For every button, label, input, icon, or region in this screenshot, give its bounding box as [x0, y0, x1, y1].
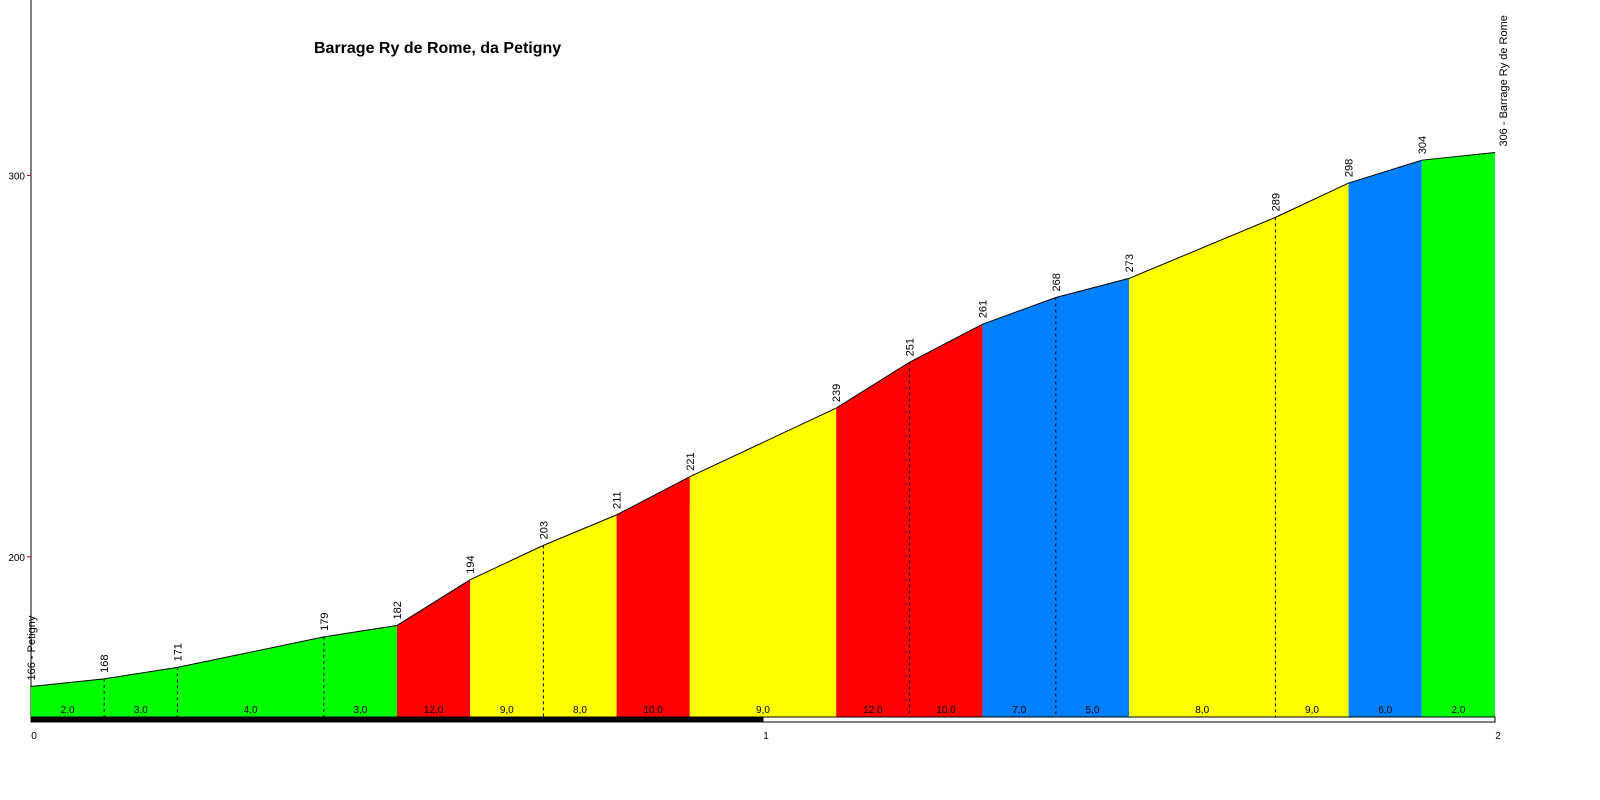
x-tick-label: 0: [31, 731, 37, 742]
gradient-label: 10,0: [643, 705, 663, 716]
gradient-label: 3,0: [134, 705, 148, 716]
elevation-label: 306 - Barrage Ry de Rome: [1498, 15, 1510, 146]
gradient-label: 3,0: [353, 705, 367, 716]
elevation-label: 273: [1124, 254, 1136, 272]
gradient-label: 9,0: [756, 705, 770, 716]
elevation-label: 261: [978, 300, 990, 318]
elevation-label: 221: [685, 452, 697, 470]
elevation-label: 239: [831, 384, 843, 402]
gradient-label: 8,0: [573, 705, 587, 716]
elevation-label: 298: [1344, 159, 1356, 177]
elevation-label: 251: [904, 338, 916, 356]
gradient-segment: [1129, 217, 1276, 717]
elevation-label: 179: [319, 613, 331, 631]
gradient-label: 9,0: [500, 705, 514, 716]
gradient-label: 10,0: [936, 705, 956, 716]
gradient-label: 6,0: [1378, 705, 1392, 716]
gradient-label: 7,0: [1012, 705, 1026, 716]
y-tick-label: 200: [8, 553, 25, 564]
chart-title: Barrage Ry de Rome, da Petigny: [314, 40, 561, 57]
elevation-label: 304: [1417, 136, 1429, 154]
gradient-label: 12,0: [424, 705, 444, 716]
gradient-label: 2,0: [1451, 705, 1465, 716]
scale-bar-fill: [31, 717, 763, 722]
elevation-label: 203: [538, 521, 550, 539]
gradient-segment: [543, 514, 617, 717]
gradient-segment: [689, 408, 837, 717]
elevation-label: 268: [1051, 273, 1063, 291]
gradient-segment: [470, 545, 544, 717]
gradient-segment: [323, 625, 397, 717]
gradient-segment: [1275, 183, 1349, 717]
gradient-segment: [1348, 160, 1422, 717]
profile-line: [30, 152, 1496, 687]
gradient-segment: [836, 362, 910, 717]
gradient-segment: [397, 579, 471, 717]
gradient-label: 8,0: [1195, 705, 1209, 716]
elevation-label: 182: [392, 601, 404, 619]
gradient-segment: [982, 297, 1056, 717]
elevation-label: 194: [465, 555, 477, 573]
x-tick-label: 1: [763, 731, 769, 742]
gradient-label: 2,0: [61, 705, 75, 716]
gradient-label: 4,0: [244, 705, 258, 716]
gradient-segment: [909, 324, 983, 717]
elevation-label: 171: [172, 643, 184, 661]
elevation-label: 166 - Petigny: [26, 615, 38, 680]
elevation-label: 211: [612, 491, 624, 509]
y-tick-label: 300: [8, 171, 25, 182]
gradient-label: 12,0: [863, 705, 883, 716]
gradient-segment: [1055, 278, 1129, 717]
x-tick-label: 2: [1495, 731, 1501, 742]
elevation-label: 168: [99, 655, 111, 673]
elevation-label: 289: [1270, 193, 1282, 211]
gradient-label: 9,0: [1305, 705, 1319, 716]
gradient-segment: [1421, 152, 1495, 717]
gradient-segment: [104, 667, 178, 717]
gradient-segment: [616, 476, 690, 717]
gradient-segment: [31, 678, 105, 717]
gradient-label: 5,0: [1085, 705, 1099, 716]
gradient-segment: [177, 636, 324, 717]
